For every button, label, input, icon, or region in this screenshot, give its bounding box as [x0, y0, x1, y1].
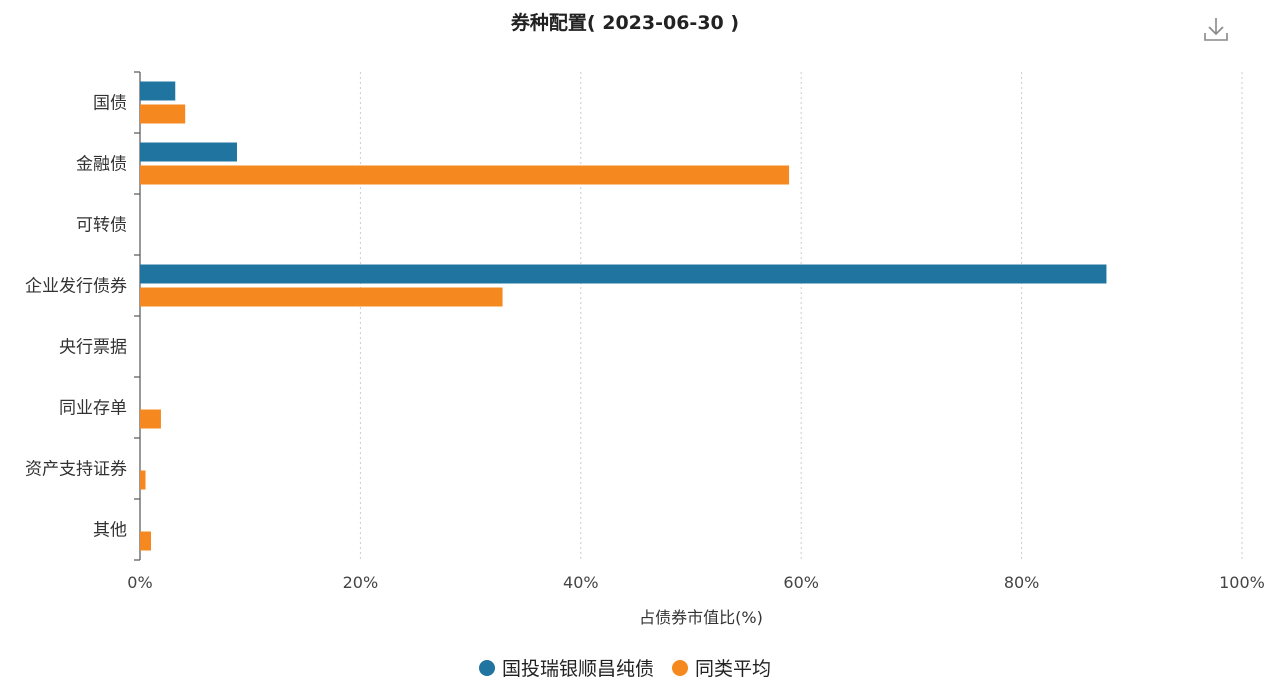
y-tick-label: 同业存单	[59, 399, 127, 419]
legend-marker-series1	[478, 659, 495, 676]
y-tick-label: 金融债	[76, 155, 127, 175]
x-tick-label: 60%	[783, 573, 819, 592]
bar-series1	[140, 264, 1107, 284]
y-tick-label: 央行票据	[59, 338, 127, 358]
legend-item-series2[interactable]: 同类平均	[672, 654, 771, 681]
y-tick-label: 资产支持证券	[25, 460, 127, 480]
bar-series2	[140, 104, 186, 124]
x-tick-label: 80%	[1004, 573, 1040, 592]
x-axis-label: 占债券市值比(%)	[639, 608, 763, 627]
legend-marker-series2	[672, 659, 688, 676]
bar-series1	[140, 142, 237, 162]
x-tick-label: 0%	[127, 573, 152, 592]
x-tick-label: 20%	[343, 573, 379, 592]
y-tick-label: 可转债	[76, 216, 127, 236]
bar-series2	[140, 287, 503, 307]
bar-series2	[140, 531, 152, 551]
download-icon[interactable]	[1200, 14, 1232, 46]
bar-series2	[140, 470, 146, 490]
y-tick-label: 企业发行债券	[25, 277, 127, 297]
x-tick-label: 40%	[563, 573, 599, 592]
chart-legend: 国投瑞银顺昌纯债 同类平均	[0, 654, 1250, 681]
chart-title: 券种配置( 2023-06-30 )	[510, 12, 740, 34]
bar-series2	[140, 409, 161, 429]
bar-series1	[140, 81, 176, 101]
legend-label-series1: 国投瑞银顺昌纯债	[501, 658, 654, 680]
y-tick-label: 国债	[93, 94, 127, 114]
legend-item-series1[interactable]: 国投瑞银顺昌纯债	[478, 654, 654, 681]
legend-label-series2: 同类平均	[695, 658, 772, 680]
y-tick-label: 其他	[93, 521, 127, 541]
bar-series2	[140, 165, 790, 185]
x-tick-label: 100%	[1219, 573, 1265, 592]
